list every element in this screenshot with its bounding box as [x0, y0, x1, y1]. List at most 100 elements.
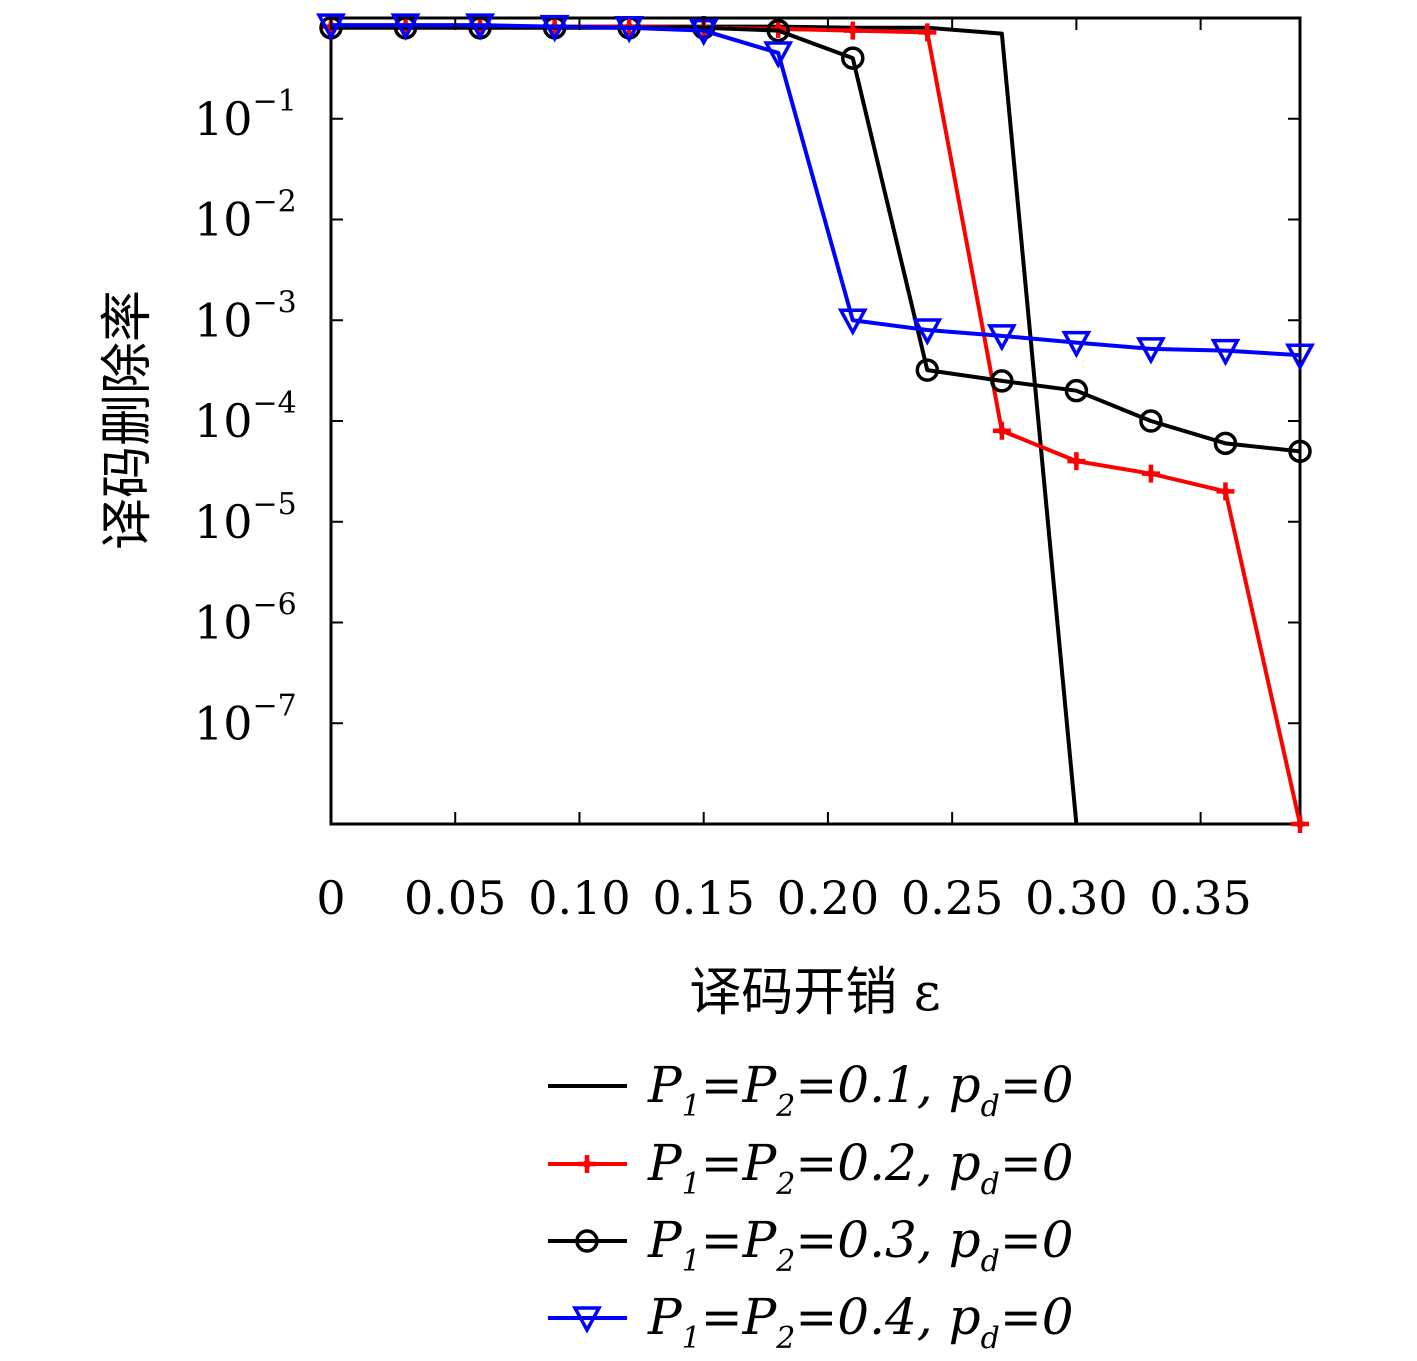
y-tick-base: 10: [194, 193, 253, 247]
legend-label-part: P: [647, 1211, 683, 1269]
y-tick-base: 10: [194, 394, 253, 448]
legend-label-part: =0.2, p: [795, 1134, 980, 1192]
series-point-triangle: [837, 308, 868, 336]
series-point-dot: [1221, 487, 1230, 496]
series-point-triangle: [390, 13, 421, 41]
x-tick-label: 0.05: [404, 871, 506, 925]
legend-label-part: 2: [775, 1089, 795, 1124]
legend-label-part: d: [981, 1321, 1000, 1356]
legend-label: P1=P2=0.4, pd=0: [647, 1288, 1074, 1356]
series-point-dot: [583, 1160, 591, 1168]
legend-item: P1=P2=0.1, pd=0: [548, 1056, 1074, 1124]
series-point-circle: [1288, 439, 1312, 464]
series-point-triangle: [1285, 343, 1315, 371]
legend-label: P1=P2=0.3, pd=0: [647, 1211, 1074, 1279]
legend-label-part: =0: [1000, 1211, 1074, 1269]
series-point-dot: [997, 426, 1006, 435]
legend-label-part: 1: [682, 1244, 701, 1279]
y-axis-title: 译码删除率: [98, 290, 158, 550]
x-axis-title: 译码开销 ε: [689, 963, 940, 1023]
series-point-dot: [848, 26, 857, 35]
y-tick-base: 10: [194, 495, 253, 549]
series-point-triangle: [465, 13, 496, 41]
series-point-circle: [841, 46, 865, 70]
series-line: [331, 23, 1301, 358]
x-tick-label: 0.25: [901, 871, 1003, 925]
legend-label-part: 1: [682, 1321, 701, 1356]
y-tick-exponent: −2: [253, 185, 297, 220]
legend-label-part: =P: [701, 1134, 778, 1192]
series-point-triangle: [912, 318, 943, 346]
y-tick-exponent: −3: [253, 285, 297, 320]
series-point-dot: [923, 28, 932, 37]
y-tick-exponent: −5: [253, 487, 297, 522]
legend-label-part: P: [647, 1134, 683, 1192]
series-point-triangle: [986, 324, 1017, 352]
y-tick-label: 10−2: [194, 185, 297, 247]
series-point-circle: [915, 358, 940, 382]
series-point-triangle: [316, 13, 346, 41]
y-tick-label: 10−7: [194, 688, 297, 750]
legend-item: P1=P2=0.4, pd=0: [548, 1288, 1074, 1356]
legend-label-part: =0: [1000, 1056, 1074, 1114]
y-tick-exponent: −1: [253, 84, 297, 119]
series-point-triangle: [1061, 330, 1092, 359]
legend-label-part: 1: [682, 1089, 701, 1124]
legend-label: P1=P2=0.1, pd=0: [647, 1056, 1074, 1124]
x-tick-label: 0.20: [777, 871, 879, 925]
series-point-circle: [1139, 409, 1163, 433]
y-tick-label: 10−1: [194, 84, 297, 146]
legend-label-part: d: [981, 1167, 1000, 1202]
y-tick-base: 10: [194, 293, 253, 347]
y-tick-label: 10−6: [194, 588, 297, 650]
y-tick-label: 10−4: [194, 386, 297, 448]
series-3: [319, 16, 1312, 464]
y-tick-exponent: −7: [253, 688, 297, 723]
series-point-triangle: [763, 41, 794, 69]
x-tick-label: 0.15: [652, 871, 754, 925]
series-line: [331, 25, 1301, 454]
y-axis-ticks: 10−110−210−310−410−510−610−7: [194, 84, 1300, 750]
legend-label-part: =0.1, p: [795, 1056, 980, 1114]
legend-label-part: =0.4, p: [795, 1288, 980, 1346]
y-tick-base: 10: [194, 696, 253, 750]
y-tick-base: 10: [194, 596, 253, 650]
series-point-circle: [766, 18, 790, 43]
legend-label-part: 2: [775, 1321, 795, 1356]
legend-label-part: =0: [1000, 1288, 1074, 1346]
series-point-triangle: [539, 14, 570, 43]
series-point-circle: [575, 1229, 599, 1253]
legend-label: P1=P2=0.2, pd=0: [647, 1134, 1074, 1202]
legend-item: P1=P2=0.2, pd=0: [548, 1134, 1074, 1202]
legend-label-part: d: [981, 1244, 1000, 1279]
legend-label-part: =0.3, p: [795, 1211, 980, 1269]
y-tick-label: 10−3: [194, 285, 297, 347]
legend-label-part: =0: [1000, 1134, 1074, 1192]
legend-label-part: =P: [701, 1056, 778, 1114]
x-tick-label: 0.30: [1025, 871, 1127, 925]
series-point-dot: [1146, 469, 1155, 478]
series-1: [331, 24, 1079, 825]
series-point-circle: [990, 369, 1014, 393]
series-line: [331, 24, 1302, 825]
x-tick-label: 0.35: [1149, 871, 1251, 925]
legend-label-part: =P: [701, 1211, 778, 1269]
legend-label-part: d: [981, 1089, 1000, 1124]
legend-label-part: 2: [775, 1244, 795, 1279]
y-tick-label: 10−5: [194, 487, 297, 549]
series-point-circle: [1213, 431, 1238, 456]
series-point-triangle: [1135, 337, 1166, 365]
legend-label-part: P: [647, 1056, 683, 1114]
y-tick-exponent: −4: [253, 386, 297, 421]
series-4: [316, 13, 1315, 371]
x-axis-ticks: 0 0.05 0.10 0.15 0.20 0.25 0.30 0.35: [316, 18, 1252, 925]
legend-label-part: =P: [701, 1288, 778, 1346]
y-tick-base: 10: [194, 92, 253, 146]
series-point-dot: [1072, 457, 1081, 466]
legend-item: P1=P2=0.3, pd=0: [548, 1211, 1074, 1279]
series-point-triangle: [1210, 338, 1241, 367]
legend-label-part: P: [647, 1288, 683, 1346]
series-layer: [316, 13, 1315, 833]
series-point-circle: [1064, 378, 1089, 403]
